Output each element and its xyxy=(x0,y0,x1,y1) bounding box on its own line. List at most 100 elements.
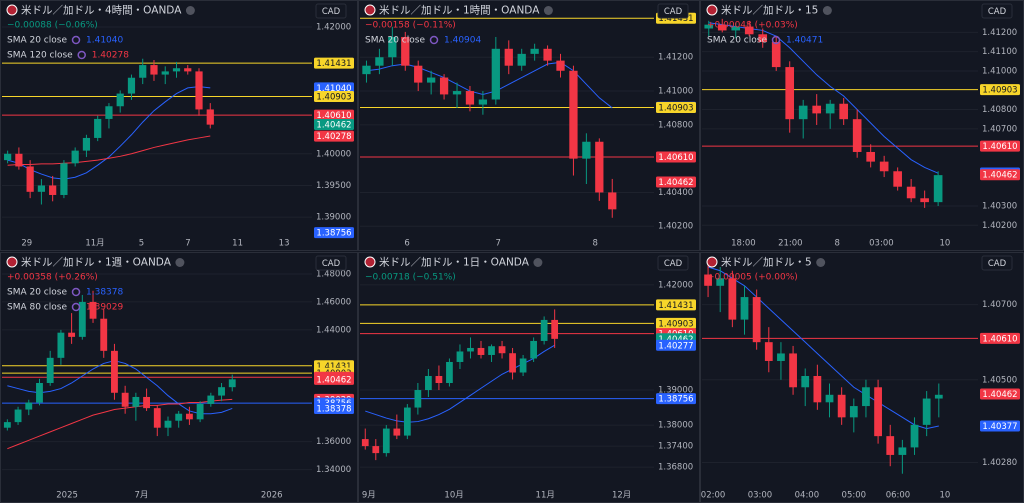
candle-body xyxy=(361,439,369,447)
candle-body xyxy=(121,392,129,407)
price-label: 1.40610 xyxy=(658,153,693,163)
candle-body xyxy=(540,319,548,341)
y-tick-label: 1.36800 xyxy=(658,463,693,473)
currency-box xyxy=(657,3,689,19)
price-label-box xyxy=(656,101,696,113)
candle-body xyxy=(68,332,76,337)
candle-body xyxy=(906,186,916,199)
y-tick-label: 1.40700 xyxy=(982,124,1017,134)
panel-frame xyxy=(700,252,1024,503)
candle-body xyxy=(595,141,604,193)
settings-button[interactable] xyxy=(185,6,195,15)
candle-body xyxy=(785,67,795,120)
candle-body xyxy=(403,407,411,436)
candle-body xyxy=(456,351,464,362)
candle-body xyxy=(517,53,526,66)
candle-body xyxy=(218,387,225,396)
candle-body xyxy=(439,77,449,95)
candle-body xyxy=(498,346,506,354)
x-tick-label: 10 xyxy=(939,491,950,501)
price-label: 1.40610 xyxy=(982,334,1017,344)
candle-body xyxy=(105,106,113,119)
x-tick-label: 9月 xyxy=(362,491,376,501)
candle-body xyxy=(172,68,181,72)
candle-body xyxy=(866,151,875,162)
price-label: 1.38756 xyxy=(658,395,693,405)
price-label: 1.41431 xyxy=(658,301,693,311)
candle-body xyxy=(206,109,214,125)
candle-body xyxy=(465,91,475,105)
candle-body xyxy=(551,319,559,339)
legend-value: 1.41040 xyxy=(86,36,123,46)
candle-body xyxy=(764,342,773,361)
price-label: 1.40610 xyxy=(982,142,1017,152)
candle-body xyxy=(127,77,136,94)
y-tick-label: 1.40500 xyxy=(982,375,1017,385)
candle-body xyxy=(717,24,727,31)
candle-body xyxy=(388,36,397,58)
candle-body xyxy=(716,278,725,286)
legend-icon xyxy=(77,50,86,60)
candle-body xyxy=(46,357,54,383)
y-tick-label: 1.40400 xyxy=(658,188,693,198)
candle-body xyxy=(504,48,513,66)
settings-button[interactable] xyxy=(822,6,832,15)
symbol-flag xyxy=(6,4,18,16)
price-label-box xyxy=(980,332,1020,344)
x-tick-label: 03:00 xyxy=(748,491,773,501)
candle-body xyxy=(910,424,919,448)
x-tick-label: 03:00 xyxy=(869,239,894,249)
settings-button[interactable] xyxy=(816,258,826,267)
y-tick-label: 1.41200 xyxy=(982,28,1017,38)
x-tick-label: 04:00 xyxy=(795,491,820,501)
x-tick-label: 02:00 xyxy=(701,491,726,501)
panel: 1.41200 1.41000 1.40800 1.40400 1.40200 6 7 8 1.… xyxy=(358,0,700,251)
candle-body xyxy=(556,60,565,71)
symbol-title: 米ドル／加ドル・1時間・OANDA xyxy=(379,4,540,17)
candle-body xyxy=(922,398,931,425)
currency-box xyxy=(657,255,689,271)
candle-body xyxy=(731,26,741,31)
plot xyxy=(360,17,654,218)
legend-name: SMA 120 close xyxy=(7,51,73,61)
x-tick-label: 7月 xyxy=(135,491,149,501)
price-label-box xyxy=(314,57,354,69)
plot xyxy=(702,259,978,474)
legend-value: 1.40904 xyxy=(444,36,481,46)
legend-icon xyxy=(71,302,81,312)
candle-body xyxy=(425,376,432,391)
price-label-box xyxy=(980,420,1020,432)
x-tick-label: 8 xyxy=(835,239,840,249)
y-tick-label: 1.41100 xyxy=(982,47,1017,57)
x-tick-label: 29 xyxy=(21,239,32,249)
y-tick-label: 1.40800 xyxy=(982,105,1017,115)
candle-body xyxy=(934,394,943,399)
legend-value: 1.40278 xyxy=(92,51,129,61)
candle-body xyxy=(862,387,870,407)
candle-body xyxy=(375,57,384,66)
symbol-title: 米ドル／加ドル・5 xyxy=(721,256,812,269)
settings-button[interactable] xyxy=(175,258,185,267)
candle-body xyxy=(25,402,33,410)
candle-body xyxy=(26,166,34,192)
settings-button[interactable] xyxy=(543,6,553,15)
candle-body xyxy=(752,297,761,343)
settings-button[interactable] xyxy=(533,258,543,267)
price-label-box xyxy=(980,140,1020,152)
candle-body xyxy=(15,153,23,167)
candle-body xyxy=(132,396,140,407)
symbol-flag xyxy=(706,4,718,16)
candle-body xyxy=(161,71,169,75)
y-tick-label: 1.39500 xyxy=(316,181,351,191)
candle-body xyxy=(184,68,192,72)
y-tick-label: 1.36000 xyxy=(316,437,351,447)
plot xyxy=(702,18,978,208)
candle-body xyxy=(898,447,907,455)
y-tick-label: 1.39000 xyxy=(658,386,693,396)
legend-icon xyxy=(71,287,81,297)
currency: CAD xyxy=(322,259,341,269)
candle-body xyxy=(608,192,617,210)
candle-body xyxy=(139,65,147,78)
price-label-box xyxy=(314,109,354,121)
